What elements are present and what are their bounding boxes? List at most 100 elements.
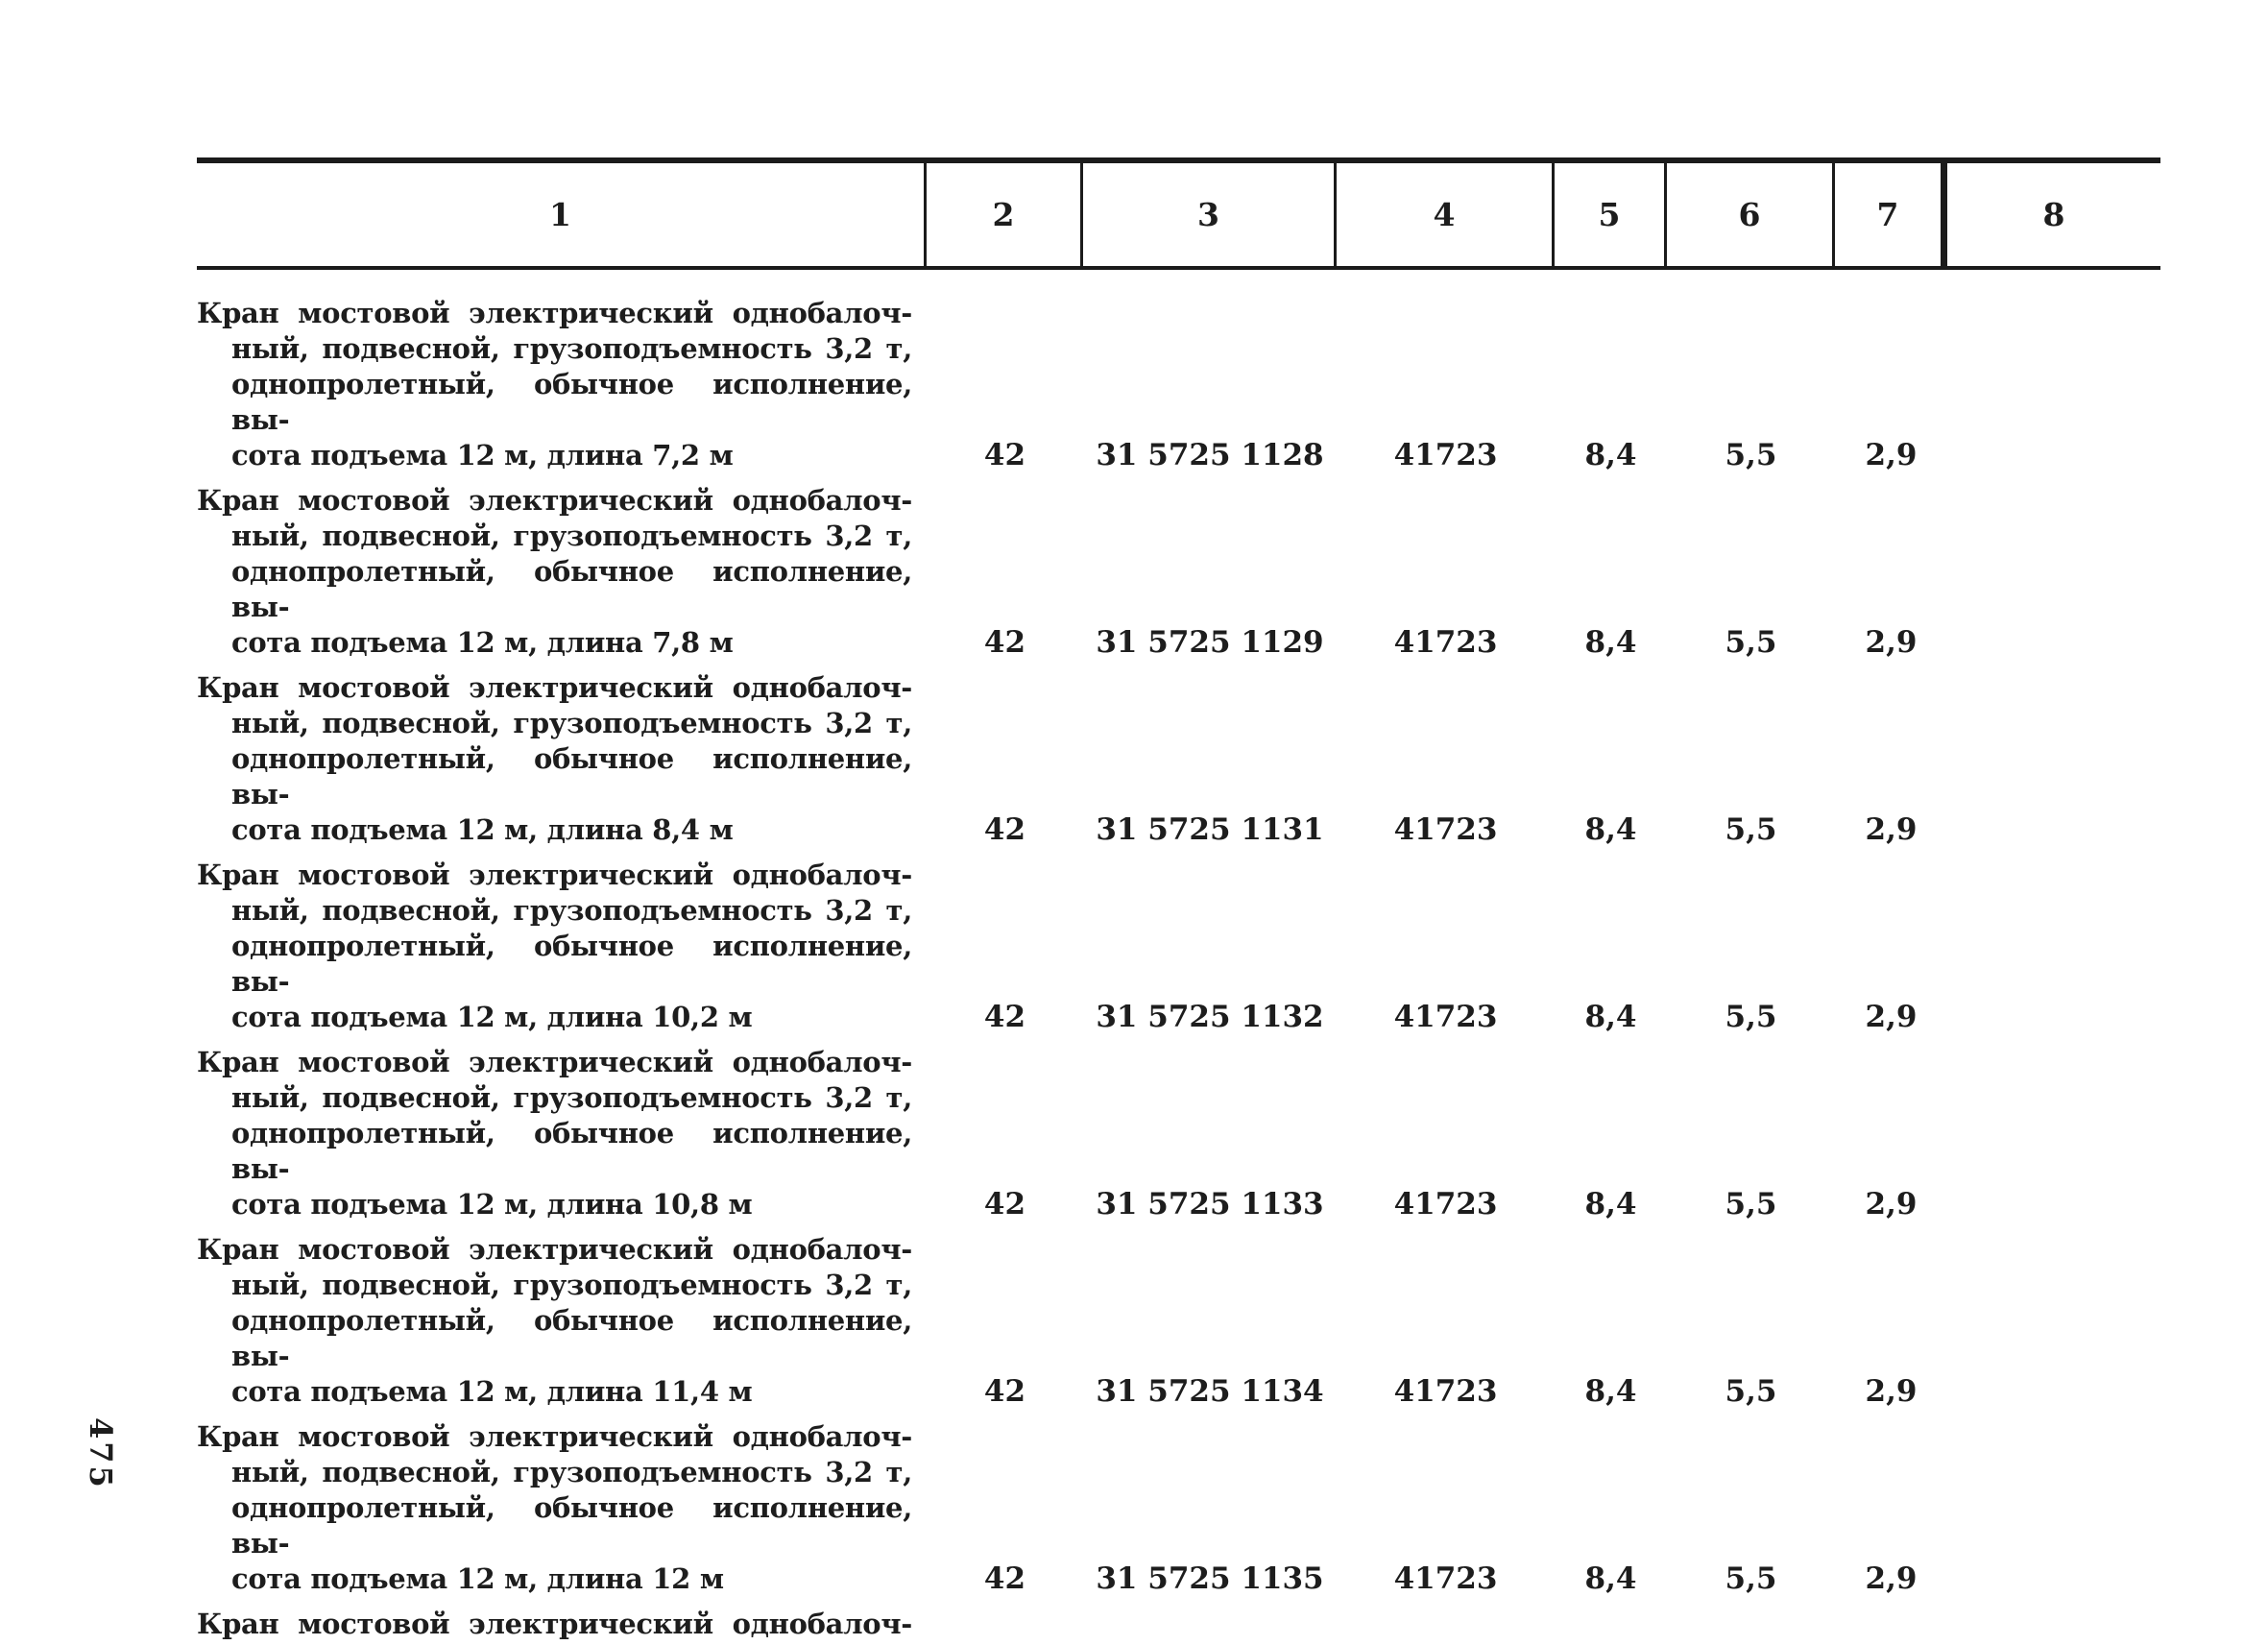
table-header-bottom-rule (197, 266, 2160, 270)
description-line: ный, подвесной, грузоподъемность 3,2 т, (231, 707, 912, 739)
item-description: Кран мостовой электрический однобалоч- н… (197, 483, 927, 661)
cell-col7: 2,9 (1865, 812, 1918, 847)
table-row: Кран мостовой электрический однобалоч- н… (197, 1419, 2160, 1597)
description-line: Кран мостовой электрический однобалоч- (197, 1420, 912, 1453)
cell-col2: 42 (983, 438, 1026, 472)
column-header-2: 2 (927, 163, 1083, 266)
item-description: Кран мостовой электрический однобалоч- н… (197, 1419, 927, 1597)
cell-col6: 5,5 (1725, 1000, 1777, 1034)
item-description: Кран мостовой электрический однобалоч- н… (197, 1045, 927, 1222)
cell-col7: 2,9 (1865, 438, 1918, 472)
description-line: ный, подвесной, грузоподъемность 3,2 т, (231, 332, 912, 365)
table-top-rule (197, 157, 2160, 163)
description-line: Кран мостовой электрический однобалоч- (197, 484, 912, 517)
item-description: Кран мостовой электрический однобалоч- н… (197, 670, 927, 848)
table-row: Кран мостовой электрический однобалоч- н… (197, 858, 2160, 1035)
cell-col4: 41723 (1393, 1000, 1498, 1034)
description-line: однопролетный, обычное исполнение, вы- (231, 555, 912, 623)
cell-col4: 41723 (1393, 1374, 1498, 1409)
description-line: Кран мостовой электрический однобалоч- (197, 297, 912, 329)
cell-col3: 31 5725 1132 (1096, 1000, 1324, 1034)
column-header-4: 4 (1337, 163, 1555, 266)
cell-col6: 5,5 (1725, 1374, 1777, 1409)
cell-col2: 42 (983, 1187, 1026, 1222)
cell-col6: 5,5 (1725, 1187, 1777, 1222)
cell-col6: 5,5 (1725, 438, 1777, 472)
column-header-8: 8 (2042, 196, 2065, 233)
cell-col4: 41723 (1393, 1561, 1498, 1596)
item-description: Кран мостовой электрический однобалоч- н… (197, 1232, 927, 1410)
column-header-7: 7 (1835, 163, 1947, 266)
cell-col3: 31 5725 1129 (1096, 625, 1324, 660)
description-line: однопролетный, обычное исполнение, вы- (231, 930, 912, 998)
table-row: Кран мостовой электрический однобалоч- н… (197, 1045, 2160, 1222)
description-line: Кран мостовой электрический однобалоч- (197, 671, 912, 704)
description-line: сота подъема 12 м, длина 10,2 м (231, 1001, 753, 1033)
cell-col5: 8,4 (1584, 438, 1637, 472)
cell-col4: 41723 (1393, 438, 1498, 472)
cell-col5: 8,4 (1584, 1374, 1637, 1409)
cell-col7: 2,9 (1865, 1187, 1918, 1222)
cell-col7: 2,9 (1865, 625, 1918, 660)
column-header-5: 5 (1555, 163, 1667, 266)
cell-col5: 8,4 (1584, 1187, 1637, 1222)
cell-col6: 5,5 (1725, 1561, 1777, 1596)
description-line: ный, подвесной, грузоподъемность 3,2 т, (197, 1642, 912, 1645)
description-line: Кран мостовой электрический однобалоч- (197, 1233, 912, 1266)
cell-col6: 5,5 (1725, 625, 1777, 660)
description-line: однопролетный, обычное исполнение, вы- (231, 1491, 912, 1560)
cell-col2: 42 (983, 1000, 1026, 1034)
description-line: сота подъема 12 м, длина 7,8 м (231, 626, 734, 659)
cell-col6: 5,5 (1725, 812, 1777, 847)
table-header-row: 1 2 3 4 5 6 7 8 (197, 163, 2160, 266)
description-line: Кран мостовой электрический однобалоч- (197, 1046, 912, 1078)
cell-col7: 2,9 (1865, 1561, 1918, 1596)
description-line: ный, подвесной, грузоподъемность 3,2 т, (231, 520, 912, 552)
description-line: сота подъема 12 м, длина 8,4 м (231, 813, 734, 846)
cell-col4: 41723 (1393, 625, 1498, 660)
item-description: Кран мостовой электрический однобалоч- н… (197, 1607, 927, 1645)
cell-col2: 42 (983, 625, 1026, 660)
column-header-6: 6 (1667, 163, 1835, 266)
table-row: Кран мостовой электрический однобалоч- н… (197, 670, 2160, 848)
cell-col2: 42 (983, 1374, 1026, 1409)
cell-col3: 31 5725 1133 (1096, 1187, 1324, 1222)
cell-col7: 2,9 (1865, 1374, 1918, 1409)
description-line: сота подъема 12 м, длина 12 м (231, 1562, 724, 1595)
description-line: ный, подвесной, грузоподъемность 3,2 т, (231, 1269, 912, 1301)
table-row: Кран мостовой электрический однобалоч- н… (197, 1232, 2160, 1410)
item-description: Кран мостовой электрический однобалоч- н… (197, 858, 927, 1035)
description-line: однопролетный, обычное исполнение, вы- (231, 742, 912, 810)
column-header-3: 3 (1083, 163, 1337, 266)
description-line: однопролетный, обычное исполнение, вы- (231, 368, 912, 436)
cell-col7: 2,9 (1865, 1000, 1918, 1034)
cell-col3: 31 5725 1134 (1096, 1374, 1324, 1409)
cell-col5: 8,4 (1584, 812, 1637, 847)
description-line: ный, подвесной, грузоподъемность 3,2 т, (231, 1456, 912, 1488)
table-row: Кран мостовой электрический однобалоч- н… (197, 1607, 2160, 1645)
description-line: ный, подвесной, грузоподъемность 3,2 т, (231, 1081, 912, 1114)
cell-col2: 42 (983, 1561, 1026, 1596)
page-number: 475 (83, 1417, 119, 1490)
cell-col4: 41723 (1393, 1187, 1498, 1222)
cell-col5: 8,4 (1584, 1561, 1637, 1596)
item-description: Кран мостовой электрический однобалоч- н… (197, 296, 927, 473)
table-row: Кран мостовой электрический однобалоч- н… (197, 483, 2160, 661)
description-line: однопролетный, обычное исполнение, вы- (231, 1117, 912, 1185)
description-line: однопролетный, обычное исполнение, вы- (231, 1304, 912, 1372)
cell-col5: 8,4 (1584, 1000, 1637, 1034)
cell-col3: 31 5725 1135 (1096, 1561, 1324, 1596)
description-line: сота подъема 12 м, длина 10,8 м (231, 1188, 753, 1221)
cell-col5: 8,4 (1584, 625, 1637, 660)
description-line: ный, подвесной, грузоподъемность 3,2 т, (231, 894, 912, 927)
description-line: Кран мостовой электрический однобалоч- (197, 859, 912, 891)
table-row: Кран мостовой электрический однобалоч- н… (197, 296, 2160, 473)
description-line: сота подъема 12 м, длина 11,4 м (231, 1375, 753, 1408)
table-body: Кран мостовой электрический однобалоч- н… (197, 296, 2160, 1645)
cell-col2: 42 (983, 812, 1026, 847)
column-header-1: 1 (197, 163, 927, 266)
cell-col3: 31 5725 1128 (1096, 438, 1324, 472)
cell-col4: 41723 (1393, 812, 1498, 847)
description-line: Кран мостовой электрический однобалоч- (197, 1608, 912, 1640)
